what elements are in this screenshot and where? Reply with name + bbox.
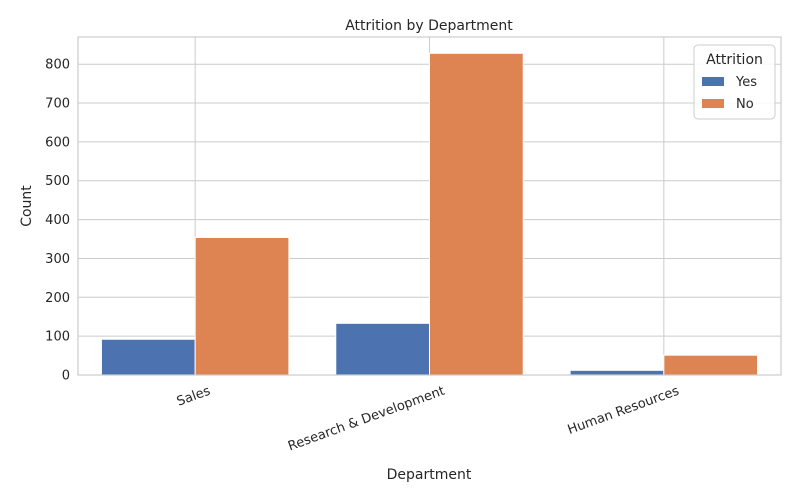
y-tick-label: 0 bbox=[62, 369, 70, 384]
bar-yes-1 bbox=[335, 322, 430, 376]
x-tick-label: Sales bbox=[175, 384, 213, 410]
plot-frame bbox=[77, 36, 782, 376]
legend: Attrition Yes No bbox=[693, 44, 776, 120]
y-tick-label: 500 bbox=[45, 174, 70, 189]
y-tick-label: 800 bbox=[45, 58, 70, 73]
bar-yes-2 bbox=[569, 369, 665, 376]
y-tick-label: 200 bbox=[45, 291, 70, 306]
y-tick-label: 600 bbox=[45, 135, 70, 150]
y-tick-label: 300 bbox=[45, 252, 70, 267]
y-tick-label: 700 bbox=[45, 97, 70, 112]
legend-label-no: No bbox=[736, 97, 754, 112]
x-tick-label: Research & Development bbox=[286, 384, 447, 455]
bar-no-1 bbox=[429, 52, 524, 376]
bar-yes-0 bbox=[100, 338, 196, 376]
legend-label-yes: Yes bbox=[735, 75, 757, 90]
chart-title: Attrition by Department bbox=[345, 18, 513, 34]
y-tick-label: 400 bbox=[45, 213, 70, 228]
x-tick-label: Human Resources bbox=[566, 384, 682, 438]
bar-no-0 bbox=[194, 236, 290, 376]
legend-swatch-no bbox=[702, 99, 724, 108]
legend-title: Attrition bbox=[706, 52, 763, 68]
bar-no-2 bbox=[663, 354, 759, 376]
legend-swatch-yes bbox=[702, 77, 724, 86]
y-tick-label: 100 bbox=[45, 330, 70, 345]
y-axis-title: Count bbox=[19, 185, 35, 227]
x-axis-title: Department bbox=[387, 467, 472, 483]
